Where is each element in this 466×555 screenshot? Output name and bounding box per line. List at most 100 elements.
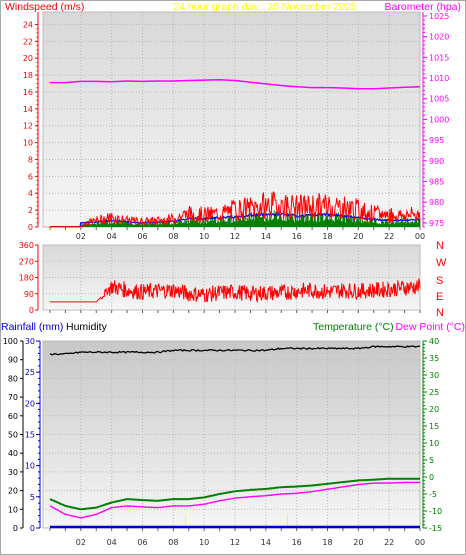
wind-y-label: 24: [23, 20, 33, 29]
direction-y-label: 90: [24, 290, 34, 299]
wind-x-label: 14: [261, 232, 271, 241]
rain-y-label: 15: [25, 431, 35, 440]
wind-gust-line: [50, 191, 421, 228]
direction-axes: 0 90 180 270 360: [19, 241, 421, 315]
wind-y-label: 0: [28, 223, 33, 232]
temp-x-label: 18: [322, 538, 332, 547]
humidity-y-label: 90: [8, 356, 18, 365]
temp-y-label: 20: [429, 405, 439, 414]
temp-y-label: -10: [429, 507, 442, 516]
wind-x-label: 18: [322, 232, 332, 241]
temp-humidity-plot-area: [42, 340, 421, 529]
temp-y-label: 5: [429, 456, 434, 465]
wind-direction-line: [50, 278, 421, 304]
temp-y-label: 30: [429, 371, 439, 380]
wind-x-label: 04: [107, 232, 117, 241]
humidity-y-label: 50: [8, 431, 18, 440]
compass-label-3: E: [436, 291, 443, 303]
wind-y-label: 20: [23, 54, 33, 63]
dewpoint-line: [49, 481, 420, 519]
temp-y-label: 10: [429, 439, 439, 448]
temperature-axis-title: Temperature (°C): [313, 321, 394, 333]
compass-label-4: N: [436, 307, 444, 319]
direction-series: [50, 278, 421, 304]
baro-y-label: 990: [429, 157, 444, 166]
temp-x-label: 14: [261, 538, 271, 547]
direction-y-label: 360: [19, 241, 34, 250]
wind-y-label: 4: [28, 189, 33, 198]
rain-y-label: 10: [25, 462, 35, 471]
compass-label-1: W: [436, 257, 447, 269]
wind-x-label: 06: [137, 232, 147, 241]
direction-plot-area: [42, 244, 421, 311]
temp-x-label: 10: [199, 538, 209, 547]
wind-y-label: 6: [28, 172, 33, 181]
humidity-line: [49, 345, 421, 356]
baro-y-label: 995: [429, 136, 444, 145]
temp-humidity-axes: 0102030405060708090100051015202530-15-10…: [3, 337, 442, 547]
baro-y-label: 1015: [429, 53, 449, 62]
rain-y-label: 30: [25, 337, 35, 346]
temp-x-label: 04: [107, 538, 117, 547]
temp-humidity-series: [49, 345, 421, 529]
wind-x-label: 08: [168, 232, 178, 241]
baro-y-label: 1000: [429, 115, 449, 124]
humidity-y-label: 80: [8, 374, 18, 383]
temp-x-label: 02: [76, 538, 86, 547]
wind-y-label: 18: [23, 71, 33, 80]
humidity-y-label: 10: [8, 505, 18, 514]
wind-y-label: 14: [23, 105, 33, 114]
wind-y-label: 22: [23, 37, 33, 46]
temp-y-label: -5: [429, 490, 437, 499]
compass-label-2: S: [436, 275, 443, 287]
graph-title: 24 hour graph day : 20 November 2025: [173, 1, 356, 13]
compass-label-0: N: [436, 240, 444, 252]
temp-x-label: 20: [353, 538, 363, 547]
temp-y-label: 25: [429, 388, 439, 397]
humidity-y-label: 0: [13, 524, 18, 533]
temp-x-label: 06: [137, 538, 147, 547]
wind-y-label: 2: [28, 206, 33, 215]
temp-y-label: -15: [429, 524, 442, 533]
wind-baro-series: [50, 78, 421, 228]
humidity-y-label: 20: [8, 487, 18, 496]
temp-y-label: 15: [429, 422, 439, 431]
rain-y-label: 5: [30, 493, 35, 502]
temperature-line: [49, 477, 420, 511]
wind-x-label: 12: [230, 232, 240, 241]
direction-y-label: 180: [19, 274, 34, 283]
wind-y-label: 16: [23, 88, 33, 97]
wind-y-label: 8: [28, 155, 33, 164]
rain-y-label: 0: [30, 524, 35, 533]
humidity-y-label: 40: [8, 449, 18, 458]
temp-y-label: 35: [429, 354, 439, 363]
temp-humidity-gridlines: [43, 340, 421, 529]
wind-x-label: 16: [292, 232, 302, 241]
direction-y-label: 0: [29, 306, 34, 315]
wind-baro-axes: 0246810121416182022249759809859909951000…: [23, 12, 449, 241]
wind-x-label: 22: [384, 232, 394, 241]
barometer-line: [50, 78, 421, 90]
temp-x-label: 16: [292, 538, 302, 547]
baro-y-label: 1010: [429, 74, 449, 83]
wind-x-label: 20: [353, 232, 363, 241]
wind-x-label: 10: [199, 232, 209, 241]
temp-x-label: 22: [384, 538, 394, 547]
baro-y-label: 975: [429, 219, 444, 228]
wind-x-label: 00: [415, 232, 425, 241]
wind-x-label: 02: [76, 232, 86, 241]
temp-x-label: 12: [230, 538, 240, 547]
barometer-axis-title: Barometer (hpa): [385, 1, 461, 13]
baro-y-label: 980: [429, 198, 444, 207]
rain-y-label: 25: [25, 368, 35, 377]
average-wind-line: [50, 211, 421, 228]
temp-x-label: 08: [168, 538, 178, 547]
dewpoint-axis-title: Dew Point (°C): [395, 321, 465, 333]
temp-y-label: 40: [429, 337, 439, 346]
humidity-y-label: 70: [8, 393, 18, 402]
humidity-y-label: 30: [8, 468, 18, 477]
humidity-y-label: 60: [8, 412, 18, 421]
baro-y-label: 1025: [429, 12, 449, 21]
